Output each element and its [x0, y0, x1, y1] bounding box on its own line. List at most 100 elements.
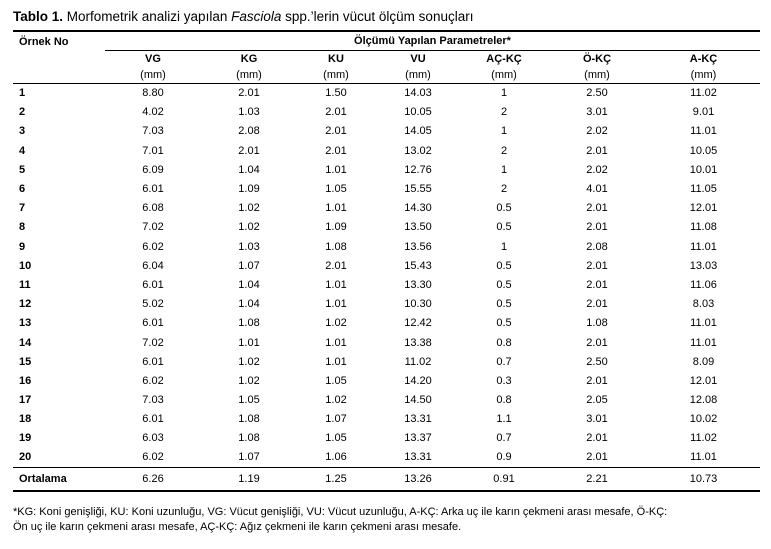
measurement-cell: 7.03 — [142, 394, 164, 407]
measurement-cell: 11.02 — [690, 432, 717, 445]
measurement-cell: 10.02 — [689, 413, 718, 426]
measurement-cell: 13.31 — [404, 451, 432, 464]
measurement-cell: 1.07 — [238, 451, 260, 464]
measurement-cell: 0.5 — [496, 202, 512, 215]
measurement-cell: 0.8 — [496, 336, 512, 349]
measurement-cell: 1.09 — [238, 183, 260, 196]
measurement-cell: 9.01 — [692, 106, 715, 119]
table-row: 12 5.02 1.04 1.01 10.30 0.5 2.01 8.03 — [13, 295, 760, 314]
measurement-cell: 6.01 — [142, 317, 164, 330]
measurement-cell: 13.56 — [404, 240, 432, 253]
measurement-cell: 1.09 — [325, 221, 347, 234]
measurement-cell: 0.7 — [496, 355, 512, 368]
column-header: KU — [328, 53, 344, 65]
measurement-cell: 2.02 — [586, 163, 608, 176]
measurement-cell: 11.01 — [690, 451, 717, 464]
table-caption: Tablo 1. Morfometrik analizi yapılan Fas… — [13, 9, 473, 24]
measurement-cell: 2.01 — [325, 144, 347, 157]
row-label-header: Örnek No — [19, 36, 69, 48]
measurement-cell: 7.01 — [142, 144, 164, 157]
measurement-cell: 11.05 — [690, 183, 717, 196]
column-unit: (mm) — [323, 69, 349, 81]
measurement-cell: 11.02 — [404, 355, 432, 368]
measurement-cell: 1.04 — [238, 163, 260, 176]
column-name-row: VG KG KU VU AÇ-KÇ Ö-KÇ A-KÇ — [13, 51, 760, 68]
sample-number: 1 — [19, 87, 26, 100]
measurement-cell: 12.42 — [404, 317, 432, 330]
measurement-cell: 4.01 — [586, 183, 608, 196]
measurement-cell: 1.02 — [238, 355, 260, 368]
measurement-cell: 1.05 — [325, 183, 347, 196]
summary-value: 1.25 — [325, 472, 347, 485]
measurement-cell: 2.50 — [586, 355, 608, 368]
measurement-cell: 6.02 — [142, 451, 164, 464]
table-row: 13 6.01 1.08 1.02 12.42 0.5 1.08 11.01 — [13, 314, 760, 333]
measurement-cell: 0.5 — [496, 317, 512, 330]
column-header: VG — [145, 53, 161, 65]
caption-italic-genus: Fasciola — [231, 9, 282, 24]
sample-number: 12 — [19, 298, 32, 311]
table-footnote: *KG: Koni genişliği, KU: Koni uzunluğu, … — [13, 505, 763, 535]
measurement-cell: 13.03 — [689, 259, 718, 272]
measurement-cell: 6.02 — [142, 374, 164, 387]
measurement-cell: 11.01 — [690, 317, 717, 330]
table-row: 11 6.01 1.04 1.01 13.30 0.5 2.01 11.06 — [13, 275, 760, 294]
measurement-cell: 6.03 — [142, 432, 164, 445]
measurement-cell: 12.76 — [404, 163, 432, 176]
measurement-cell: 1 — [500, 125, 508, 138]
measurement-cell: 13.02 — [404, 144, 432, 157]
measurement-cell: 7.03 — [142, 125, 164, 138]
measurement-cell: 1.05 — [325, 432, 347, 445]
measurement-cell: 5.02 — [142, 298, 164, 311]
column-unit-row: (mm) (mm) (mm) (mm) (mm) (mm) (mm) — [13, 67, 760, 84]
measurement-cell: 10.30 — [404, 298, 432, 311]
measurement-cell: 11.01 — [690, 125, 717, 138]
measurement-cell: 6.08 — [142, 202, 164, 215]
measurement-cell: 1.03 — [238, 106, 260, 119]
sample-number: 15 — [19, 355, 32, 368]
measurement-cell: 2.01 — [586, 202, 608, 215]
table-row: 4 7.01 2.01 2.01 13.02 2 2.01 10.05 — [13, 141, 760, 160]
column-unit: (mm) — [584, 69, 610, 81]
measurement-cell: 6.02 — [142, 240, 164, 253]
measurement-cell: 2.01 — [586, 451, 608, 464]
measurement-cell: 8.09 — [692, 355, 715, 368]
sample-number: 3 — [19, 125, 26, 138]
sample-number: 14 — [19, 336, 32, 349]
measurement-cell: 6.01 — [142, 278, 164, 291]
measurement-cell: 7.02 — [142, 336, 164, 349]
measurement-cell: 0.9 — [496, 451, 512, 464]
measurement-cell: 13.31 — [404, 413, 432, 426]
measurement-cell: 14.50 — [404, 394, 432, 407]
sample-number: 11 — [19, 278, 31, 291]
measurement-cell: 14.20 — [404, 374, 432, 387]
caption-text-before: Morfometrik analizi yapılan — [63, 9, 232, 24]
table-row: 3 7.03 2.08 2.01 14.05 1 2.02 11.01 — [13, 122, 760, 141]
measurement-cell: 1 — [500, 240, 508, 253]
column-header: KG — [240, 53, 258, 65]
summary-value: 2.21 — [586, 472, 608, 485]
measurement-cell: 11.01 — [690, 240, 717, 253]
measurement-cell: 4.02 — [142, 106, 164, 119]
sample-number: 18 — [19, 413, 32, 426]
measurement-cell: 2.01 — [238, 144, 260, 157]
table-row: 16 6.02 1.02 1.05 14.20 0.3 2.01 12.01 — [13, 371, 760, 390]
measurement-cell: 12.01 — [689, 374, 718, 387]
column-unit: (mm) — [140, 69, 166, 81]
measurement-cell: 14.03 — [404, 87, 432, 100]
column-header: VU — [410, 53, 426, 65]
measurement-cell: 1.07 — [325, 413, 347, 426]
measurement-cell: 12.08 — [689, 394, 718, 407]
measurement-cell: 1.01 — [325, 336, 347, 349]
measurement-cell: 2.01 — [586, 432, 608, 445]
measurement-cell: 2.08 — [586, 240, 608, 253]
measurement-cell: 6.01 — [142, 413, 164, 426]
column-unit: (mm) — [491, 69, 517, 81]
morphometry-table: Örnek No Ölçümü Yapılan Parametreler* VG… — [13, 30, 760, 492]
summary-value: 6.26 — [142, 472, 164, 485]
column-unit: (mm) — [405, 69, 431, 81]
column-header: AÇ-KÇ — [486, 53, 522, 65]
measurement-cell: 1.02 — [325, 317, 347, 330]
caption-text-after: spp.’lerin vücut ölçüm sonuçları — [281, 9, 474, 24]
table-row: 20 6.02 1.07 1.06 13.31 0.9 2.01 11.01 — [13, 448, 760, 467]
